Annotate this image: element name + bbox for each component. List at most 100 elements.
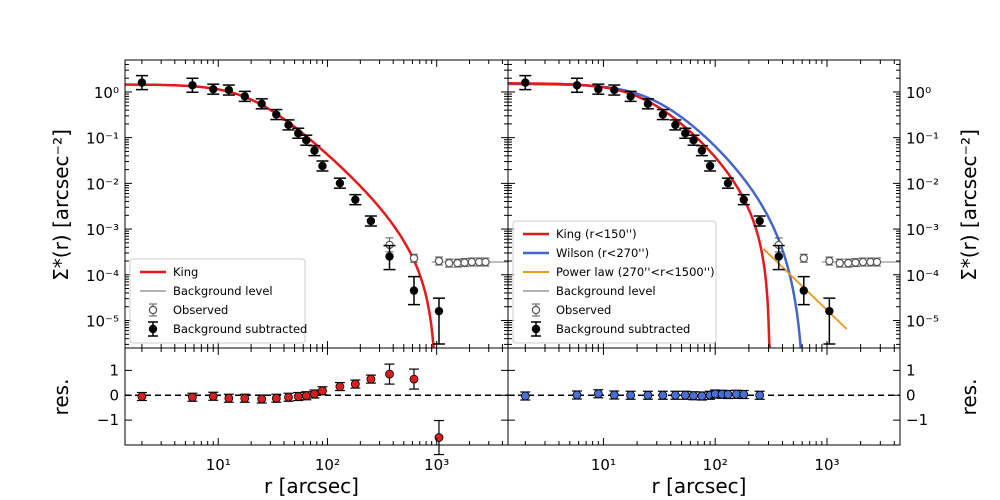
residual-axis-label: res. [957,379,981,416]
observed-point [858,257,868,267]
legend-data-marker [531,324,541,334]
observed-point [453,258,462,268]
data-point [697,146,707,155]
x-axis-label: r [arcsec] [652,474,747,498]
observed-point [872,257,882,267]
legend-label: Observed [173,303,228,317]
data-point [209,84,218,94]
x-tick-label: 10² [315,456,340,474]
data-point [626,92,635,101]
residual-axis-label: res. [49,379,73,416]
x-axis-label: r [arcsec] [264,474,359,498]
legend-observed-marker [531,305,541,315]
observed-point [851,258,860,267]
data-point [188,81,197,90]
legend-label: Power law (270''<r<1500'') [556,265,715,279]
residual-point [723,390,733,399]
data-point [643,99,653,109]
observed-point [434,256,444,266]
residual-point [240,393,250,403]
residual-point [385,369,394,379]
legend-label: King (r<150'') [556,227,637,241]
y-tick-label: 10⁰ [94,84,119,102]
observed-point [799,254,808,263]
data-point [351,195,360,204]
res-tick-label: −1 [906,411,928,429]
data-point [302,135,311,145]
residual-point [366,374,376,384]
y-tick-label: 10⁻⁴ [906,267,939,285]
x-tick-label: 10³ [424,456,449,474]
y-tick-label: 10⁻⁵ [86,312,119,330]
data-point [224,85,234,95]
data-point [755,216,764,226]
residual-point [680,390,690,400]
observed-point [444,258,454,268]
residual-point [318,386,327,396]
y-tick-label: 10⁻² [906,175,939,193]
data-point [240,92,249,101]
x-tick-label: 10³ [814,456,839,474]
legend-label: Background subtracted [556,322,690,336]
data-point [366,216,376,226]
data-point [739,195,748,204]
residual-point [137,392,147,401]
y-axis-label: Σ*(r) [arcsec⁻²] [49,129,73,281]
residual-point [643,390,653,400]
y-tick-label: 10⁻¹ [906,130,939,148]
legend-label: Background level [173,284,273,298]
data-point [723,178,733,188]
observed-point [825,256,834,266]
legend-label: Wilson (r<270'') [556,246,649,260]
data-point [272,110,281,119]
y-tick-label: 10⁰ [906,84,931,102]
data-point [434,306,444,316]
data-point [594,84,603,94]
residual-point [301,391,311,401]
king-curve [508,82,771,348]
data-point [310,146,319,155]
residual-point [284,392,293,402]
observed-point [844,258,853,268]
observed-point [409,254,419,263]
res-tick-label: −1 [97,411,119,429]
residual-point [572,390,582,400]
residual-point [409,374,419,384]
residual-point [739,390,749,399]
residual-point [271,393,281,403]
observed-point [467,257,477,267]
observed-point [481,257,490,267]
data-point [521,78,530,87]
data-point [284,120,293,130]
residual-point [670,390,680,400]
data-point [610,85,619,95]
residual-point [310,389,319,399]
data-point [257,99,266,109]
res-tick-label: 1 [109,361,119,379]
observed-point [835,258,844,268]
residual-point [335,382,345,391]
legend-box [512,220,717,344]
legend-label: Observed [556,303,611,317]
x-tick-label: 10¹ [591,456,616,474]
legend-label: Background level [556,284,656,298]
y-tick-label: 10⁻³ [906,221,939,239]
legend-box [129,258,306,344]
data-point [689,135,698,145]
residual-point [626,390,636,400]
residual-point [293,392,303,401]
residual-point [658,390,668,400]
legend-label: King [173,265,198,279]
res-tick-label: 0 [906,386,916,404]
legend-label: Background subtracted [173,322,307,336]
residual-point [732,389,741,399]
data-point [825,306,834,316]
residual-point [224,393,234,403]
legend-data-marker [148,324,158,334]
residual-point [609,390,619,400]
residual-point [697,391,707,401]
data-point [137,78,147,87]
residual-point [593,389,603,399]
data-point [572,81,582,90]
